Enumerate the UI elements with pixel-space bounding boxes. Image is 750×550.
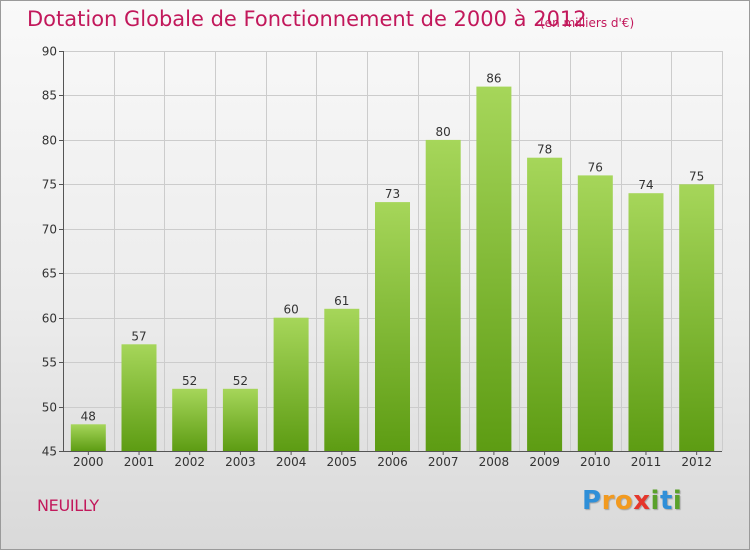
y-tick-label: 65 (42, 267, 57, 281)
y-tick-label: 50 (42, 401, 57, 415)
x-tick-label-2011: 2011 (631, 455, 662, 469)
x-tick-label-2000: 2000 (73, 455, 104, 469)
x-tick-label-2001: 2001 (124, 455, 155, 469)
x-tick-label-2005: 2005 (327, 455, 358, 469)
bar-2000 (70, 424, 106, 451)
y-tick-label: 60 (42, 312, 57, 326)
value-label-2002: 52 (182, 374, 197, 388)
value-label-2003: 52 (233, 374, 248, 388)
commune-name: NEUILLY (37, 496, 99, 515)
bar-2009 (527, 157, 563, 451)
value-label-2006: 73 (385, 187, 400, 201)
labels: 45 50 55 60 65 70 75 80 85 90 48 2000 57 2001 52 2002 52… (42, 45, 712, 470)
chart-title: Dotation Globale de Fonctionnement de 20… (27, 7, 587, 31)
y-tick-label: 70 (42, 223, 57, 237)
bar-2004 (273, 317, 309, 451)
bar-2001 (121, 344, 157, 451)
x-tick-label-2009: 2009 (529, 455, 560, 469)
bars (70, 86, 715, 452)
x-tick-label-2004: 2004 (276, 455, 307, 469)
chart-unit: (en milliers d'€) (540, 16, 635, 30)
value-label-2005: 61 (334, 294, 349, 308)
x-tick-label-2012: 2012 (681, 455, 712, 469)
value-label-2004: 60 (283, 303, 298, 317)
y-tick-label: 90 (42, 45, 57, 59)
value-label-2000: 48 (81, 409, 96, 423)
x-tick-label-2003: 2003 (225, 455, 256, 469)
value-label-2011: 74 (638, 178, 653, 192)
value-label-2010: 76 (588, 160, 603, 174)
proxiti-logo: Proxiti (582, 486, 683, 516)
y-tick-label: 75 (42, 178, 57, 192)
bar-2010 (577, 175, 613, 451)
x-tick-label-2006: 2006 (377, 455, 408, 469)
y-tick-label: 80 (42, 134, 57, 148)
axes (59, 51, 722, 455)
bar-2006 (375, 202, 410, 451)
bar-2003 (222, 388, 258, 451)
value-label-2009: 78 (537, 143, 552, 157)
value-label-2007: 80 (436, 125, 451, 139)
x-tick-label-2008: 2008 (479, 455, 510, 469)
value-label-2001: 57 (131, 329, 146, 343)
value-label-2008: 86 (486, 72, 501, 86)
y-tick-label: 55 (42, 356, 57, 370)
bar-2002 (172, 388, 208, 451)
y-tick-label: 85 (42, 89, 57, 103)
x-tick-label-2007: 2007 (428, 455, 459, 469)
bar-2008 (476, 86, 512, 451)
bar-2007 (425, 139, 461, 451)
bar-2012 (679, 184, 715, 452)
bar-2005 (324, 308, 360, 451)
bar-2011 (628, 193, 664, 451)
x-tick-label-2010: 2010 (580, 455, 611, 469)
x-tick-label-2002: 2002 (174, 455, 205, 469)
value-label-2012: 75 (689, 169, 704, 183)
y-tick-label: 45 (42, 445, 57, 459)
